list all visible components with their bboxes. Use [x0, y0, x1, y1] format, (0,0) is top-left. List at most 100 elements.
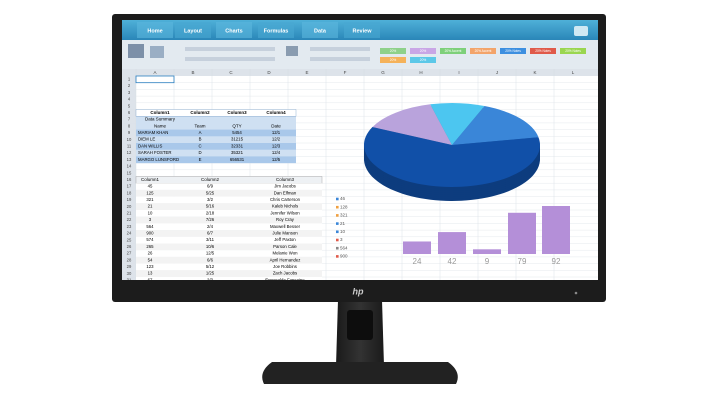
tab-label[interactable]: Formulas	[264, 28, 289, 34]
t2-cell: 3/11	[206, 237, 215, 242]
bar-label: 79	[518, 257, 527, 266]
legend-swatch	[336, 230, 339, 234]
legend-label: 21	[340, 221, 346, 226]
t2-cell: Melanie Won	[273, 251, 299, 256]
style-chip-label[interactable]: 20%	[420, 58, 427, 62]
legend-swatch	[336, 205, 339, 209]
t2-cell: 3/2	[207, 197, 214, 202]
style-chip-label[interactable]: 20% Accent	[445, 49, 462, 53]
screen: A B C D E F G H I J K L1234567891011121314151617181…	[122, 20, 598, 282]
t1-column: Column2	[190, 110, 210, 115]
t2-band	[136, 183, 322, 190]
t2-cell: 6/6	[207, 257, 214, 262]
style-chip[interactable]	[380, 57, 406, 63]
t2-cell: Joe Robbins	[273, 264, 297, 269]
t2-cell: Roy Cray	[276, 217, 295, 222]
row-number: 13	[127, 157, 132, 162]
t2-column: Column3	[276, 177, 295, 182]
style-chip[interactable]	[410, 57, 436, 63]
t2-cell: 564	[146, 224, 154, 229]
tab[interactable]	[216, 22, 252, 38]
tool-row	[310, 57, 370, 61]
t2-cell: 10/6	[206, 244, 215, 249]
pie-slice	[452, 105, 539, 145]
t2-cell: 1/25	[206, 271, 215, 276]
row-number: 15	[127, 170, 132, 175]
style-chip-label[interactable]: 20% Accent	[475, 49, 492, 53]
style-chip[interactable]	[560, 48, 586, 54]
row-number: 14	[127, 164, 132, 169]
bar	[403, 241, 431, 254]
row-number: 4	[128, 97, 131, 102]
t2-cell: Jim Jacobs	[274, 184, 296, 189]
t1-cell: 5454	[232, 130, 242, 135]
t2-cell: 900	[146, 231, 154, 236]
tab[interactable]	[344, 22, 380, 38]
t2-cell: 13	[148, 271, 153, 276]
t1-header: QTY	[232, 123, 241, 128]
style-chip[interactable]	[440, 48, 466, 54]
row-number: 29	[127, 264, 132, 269]
column-letter: C	[229, 70, 233, 75]
tab-label[interactable]: Data	[314, 28, 327, 34]
tab-label[interactable]: Layout	[184, 28, 202, 34]
t2-cell: Parson Cale	[273, 244, 297, 249]
t2-cell: Esmeralda Foncaine	[265, 277, 305, 282]
t2-band	[136, 263, 322, 271]
tab[interactable]	[258, 22, 294, 38]
legend-swatch	[336, 197, 339, 201]
bar-label: 42	[448, 257, 457, 266]
t2-cell: Chris Carterson	[270, 197, 301, 202]
row-number: 18	[127, 190, 132, 195]
row-number: 28	[127, 257, 132, 262]
column-letter: K	[533, 70, 536, 75]
legend-label: 900	[340, 254, 348, 259]
style-chip-label[interactable]: 20% Notes	[535, 49, 551, 53]
row-number: 31	[127, 277, 132, 282]
t2-cell: 45	[148, 184, 153, 189]
style-chip-label[interactable]: 20%	[390, 58, 397, 62]
bar	[542, 206, 570, 254]
style-chip-label[interactable]: 20% Notes	[565, 49, 581, 53]
t2-cell: Kaleb Nichols	[272, 204, 298, 209]
style-chip[interactable]	[410, 48, 436, 54]
t1-cell: MARIAM KHAN	[138, 130, 168, 135]
tab-label[interactable]: Review	[353, 28, 373, 34]
t2-cell: 2/4	[207, 224, 214, 229]
legend-label: 3	[340, 237, 343, 242]
style-chip-label[interactable]: 20%	[390, 49, 397, 53]
t1-cell: A	[199, 130, 202, 135]
tab[interactable]	[302, 22, 338, 38]
t2-cell: Maxwell Besser	[270, 224, 301, 229]
style-chip[interactable]	[470, 48, 496, 54]
t2-head	[135, 176, 323, 184]
style-chip[interactable]	[530, 48, 556, 54]
t2-cell: 21	[148, 204, 153, 209]
row-number: 2	[128, 83, 131, 88]
t2-column: Column2	[201, 177, 220, 182]
tab-label[interactable]: Home	[147, 28, 162, 34]
tab[interactable]	[137, 22, 173, 38]
t2-cell: 125	[146, 190, 154, 195]
ribbon-toggle[interactable]	[574, 26, 588, 36]
t1-cell: 32331	[231, 143, 244, 148]
tab[interactable]	[175, 22, 211, 38]
t2-cell: 5/12	[206, 264, 215, 269]
bar	[438, 232, 466, 254]
stand-base	[262, 362, 458, 384]
style-chip[interactable]	[380, 48, 406, 54]
selected-cell[interactable]	[135, 75, 175, 84]
t1-cell: MARGO LUNSFORD	[138, 157, 179, 162]
style-chip[interactable]	[500, 48, 526, 54]
row-number: 26	[127, 244, 132, 249]
tool-icon	[286, 46, 298, 56]
t1-cell: 35321	[231, 150, 244, 155]
style-chip-label[interactable]: 20% Notes	[505, 49, 521, 53]
row-number: 21	[127, 210, 132, 215]
style-chip-label[interactable]: 20%	[420, 49, 427, 53]
row-number: 19	[127, 197, 132, 202]
t2-cell: Dan Elfman	[274, 190, 297, 195]
t2-band	[136, 250, 322, 257]
t2-cell: Jeff Paxton	[274, 237, 296, 242]
tab-label[interactable]: Charts	[225, 28, 242, 34]
